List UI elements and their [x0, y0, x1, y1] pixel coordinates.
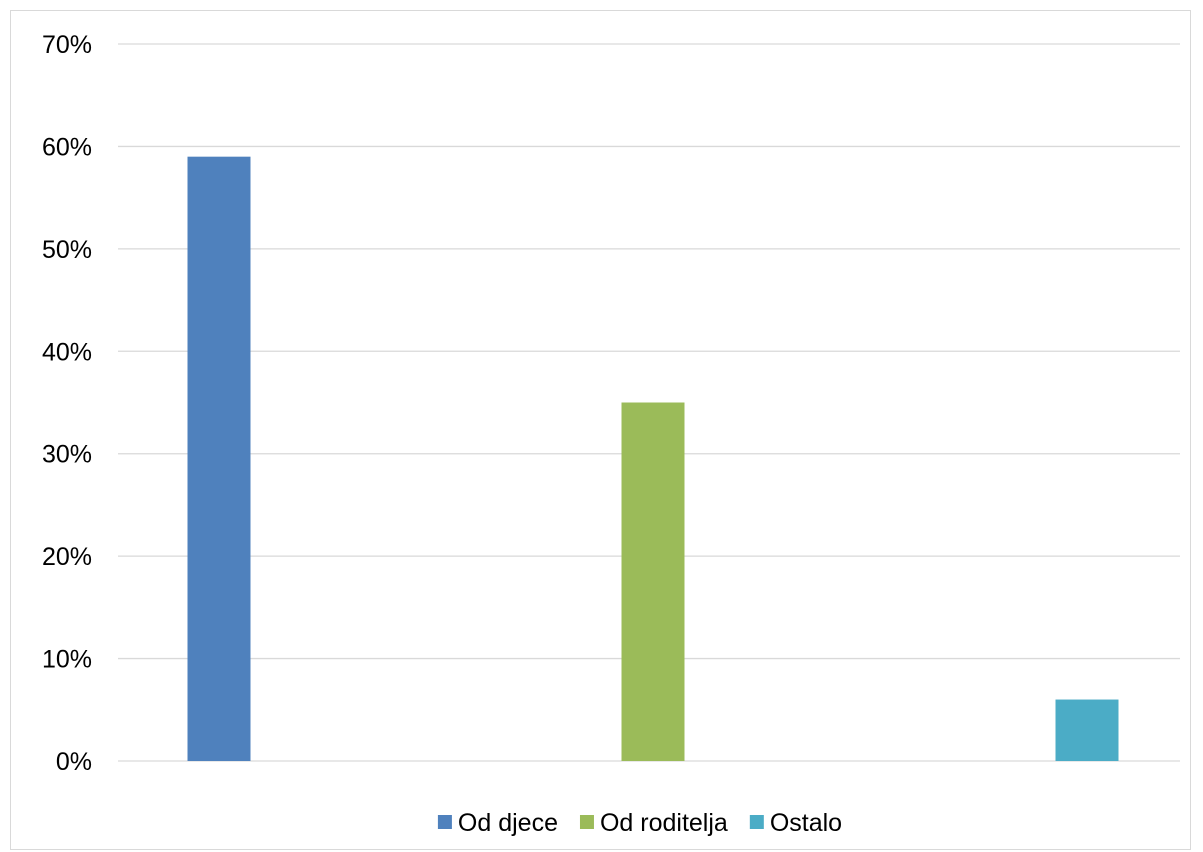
legend-label: Ostalo	[770, 809, 842, 837]
y-tick-label: 10%	[42, 646, 92, 674]
y-tick-label: 50%	[42, 236, 92, 264]
legend-label: Od roditelja	[600, 809, 728, 837]
y-tick-label: 40%	[42, 338, 92, 366]
legend: Od djece Od roditelja Ostalo	[437, 809, 842, 837]
legend-swatch	[579, 815, 594, 829]
y-tick-label: 60%	[42, 133, 92, 161]
bar-od-djece	[187, 156, 251, 761]
y-tick-label: 30%	[42, 441, 92, 469]
legend-swatch	[749, 815, 764, 829]
bar-ostalo	[1055, 699, 1119, 761]
legend-item-od-djece: Od djece	[437, 809, 558, 837]
bar-od-roditelja	[621, 402, 685, 761]
legend-label: Od djece	[458, 809, 558, 837]
y-axis-tick-labels: 0% 10% 20% 30% 40% 50% 60% 70%	[42, 31, 92, 776]
legend-item-ostalo: Ostalo	[749, 809, 842, 837]
legend-item-od-roditelja: Od roditelja	[579, 809, 728, 837]
gridlines	[118, 43, 1180, 762]
bars	[187, 156, 1119, 761]
y-tick-label: 20%	[42, 543, 92, 571]
y-tick-label: 70%	[42, 31, 92, 59]
y-tick-label: 0%	[56, 748, 92, 776]
legend-swatch	[437, 815, 452, 829]
